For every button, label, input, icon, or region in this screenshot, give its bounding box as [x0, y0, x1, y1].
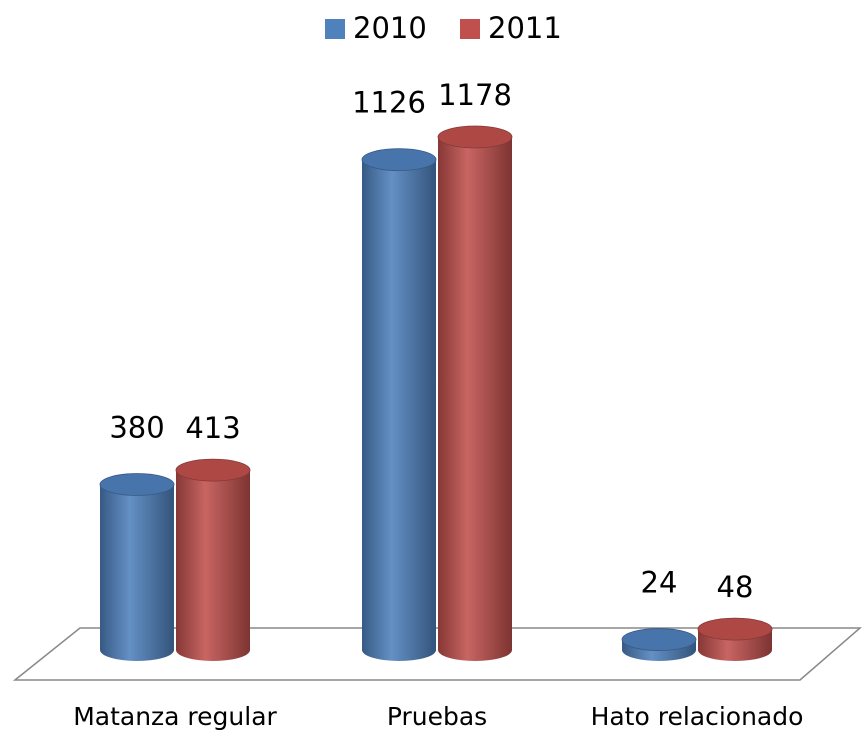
data-label: 413	[185, 411, 240, 445]
data-label: 1178	[438, 78, 512, 112]
legend-swatch	[325, 19, 345, 39]
bar-top	[621, 628, 697, 651]
legend-swatch	[460, 19, 480, 39]
x-tick-label: Matanza regular	[73, 702, 277, 731]
x-tick-label: Hato relacionado	[591, 702, 804, 731]
data-label: 24	[641, 566, 678, 600]
legend-label: 2010	[353, 11, 427, 45]
bar	[176, 470, 250, 661]
bar-top	[437, 125, 513, 149]
legend-label: 2011	[488, 11, 562, 45]
bar	[438, 137, 512, 661]
bar-top	[175, 458, 251, 482]
bar-top	[697, 617, 773, 641]
bar-top	[361, 148, 437, 172]
bar	[100, 484, 174, 661]
data-label: 380	[109, 411, 164, 445]
x-tick-label: Pruebas	[387, 702, 487, 731]
bar-top	[99, 473, 175, 496]
bar	[362, 159, 436, 662]
data-label: 48	[717, 570, 754, 604]
data-label: 1126	[352, 86, 426, 120]
